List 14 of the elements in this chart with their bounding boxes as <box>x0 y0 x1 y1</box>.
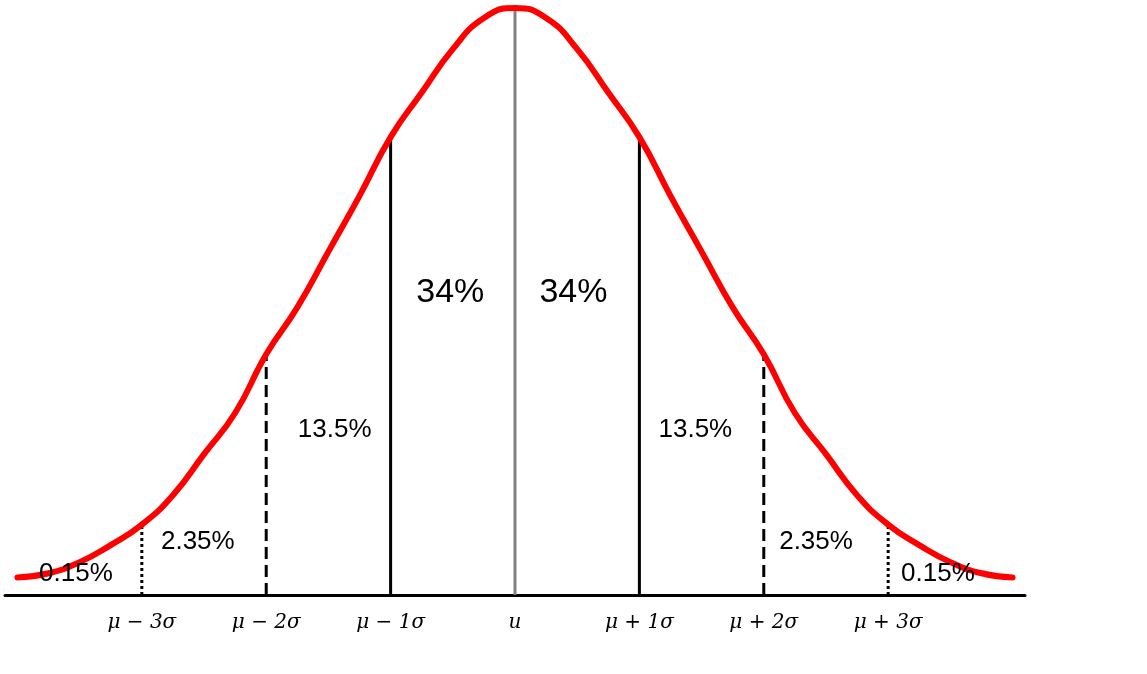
x-tick-label: μ + 1σ <box>604 609 676 633</box>
annotation: 13.5% <box>297 412 372 443</box>
x-tick-label: μ + 2σ <box>729 609 800 633</box>
annotation: 2.35% <box>779 525 853 556</box>
annotation: 13.5% <box>658 412 733 443</box>
annotation: 34% <box>416 270 485 309</box>
x-tick-label: μ − 1σ <box>356 609 427 633</box>
x-tick-label: μ − 2σ <box>231 609 302 633</box>
annotation: 0.15% <box>901 556 975 587</box>
x-tick-label: u <box>508 609 522 633</box>
x-tick-label: μ + 3σ <box>853 609 924 633</box>
annotation: 2.35% <box>160 525 235 556</box>
annotation: 34% <box>539 270 608 309</box>
x-tick-label: μ − 3σ <box>107 609 178 633</box>
